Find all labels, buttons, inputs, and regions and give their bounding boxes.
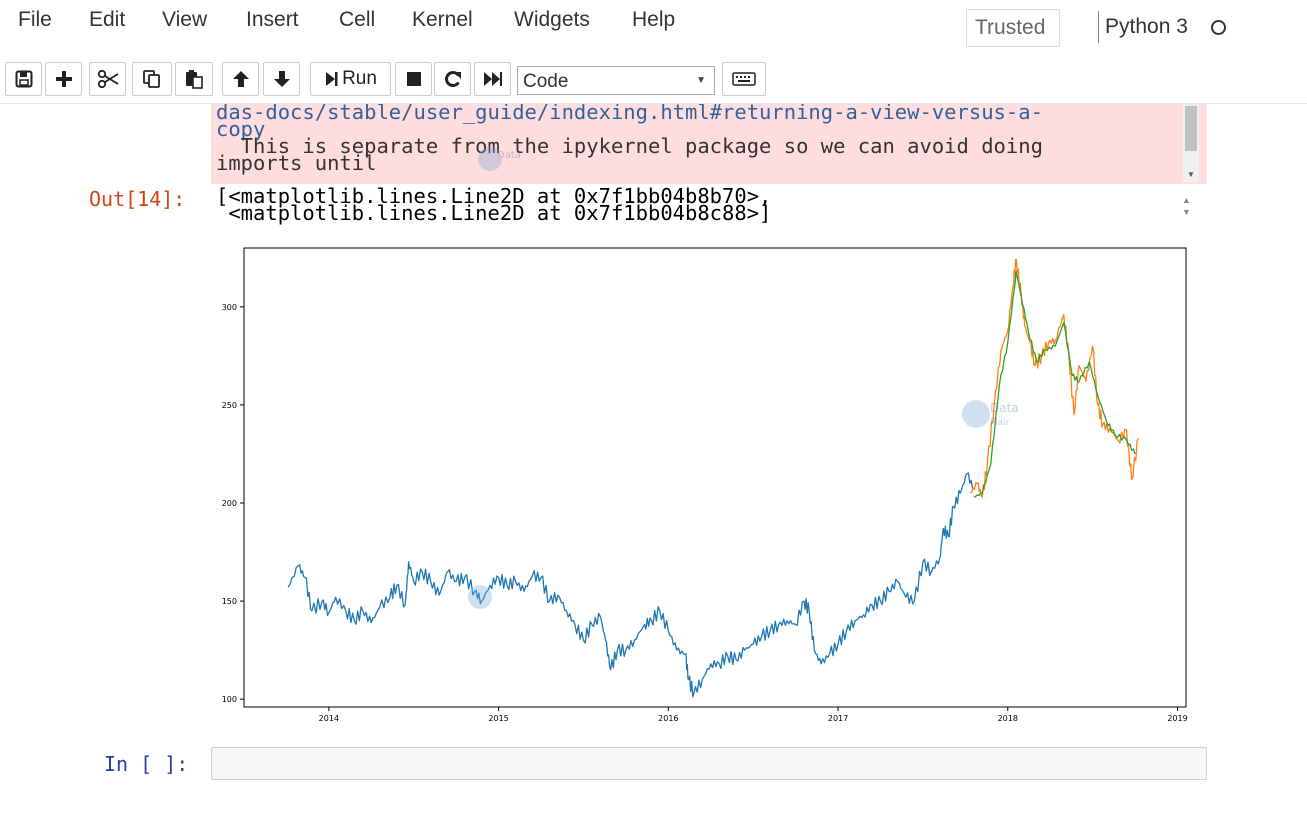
run-button[interactable]: Run (310, 62, 391, 96)
stderr-line-1[interactable]: das-docs/stable/user_guide/indexing.html… (216, 104, 1043, 124)
y-tick-label: 100 (222, 695, 237, 704)
stderr-line-4: imports until (216, 151, 377, 175)
x-tick-label: 2019 (1167, 714, 1187, 723)
restart-button[interactable] (434, 62, 471, 96)
x-axis: 2014 2015 2016 2017 2018 2019 (319, 707, 1188, 723)
menu-file[interactable]: File (18, 8, 52, 31)
copy-icon (143, 70, 160, 88)
keyboard-icon (732, 72, 756, 86)
chevron-down-icon: ▼ (696, 75, 706, 86)
scroll-down-icon[interactable]: ▼ (1187, 170, 1195, 179)
paste-icon (186, 70, 203, 89)
interrupt-button[interactable] (395, 62, 432, 96)
output-scrollbar[interactable]: ▼ (1183, 104, 1199, 182)
restart-icon (444, 71, 461, 87)
scrollbar-thumb[interactable] (1185, 106, 1197, 151)
x-tick-label: 2016 (658, 714, 678, 723)
x-tick-label: 2014 (319, 714, 339, 723)
output-text: [<matplotlib.lines.Line2D at 0x7f1bb04b8… (216, 184, 772, 225)
y-tick-label: 150 (222, 597, 237, 606)
kernel-name[interactable]: Python 3 (1105, 15, 1188, 38)
x-tick-label: 2018 (998, 714, 1018, 723)
line-chart: 100 150 200 250 300 2014 2015 2016 2017 2018 2019 (222, 247, 1188, 723)
output-prompt: Out[14]: (89, 187, 186, 211)
menu-insert[interactable]: Insert (246, 8, 299, 31)
stderr-output: das-docs/stable/user_guide/indexing.html… (211, 104, 1207, 184)
menu-cell[interactable]: Cell (339, 8, 376, 31)
series-line-predicted (969, 259, 1140, 498)
menu-help[interactable]: Help (632, 8, 676, 31)
menu-widgets[interactable]: Widgets (514, 8, 590, 31)
kernel-separator (1098, 11, 1099, 43)
y-tick-label: 250 (222, 401, 237, 410)
stop-icon (406, 72, 421, 86)
code-input[interactable] (211, 747, 1207, 780)
stderr-line-3: This is separate from the ipykernel pack… (216, 134, 1043, 158)
scissors-icon (97, 70, 118, 88)
y-axis: 100 150 200 250 300 (222, 303, 244, 704)
copy-button[interactable] (132, 62, 172, 96)
y-tick-label: 300 (222, 303, 237, 312)
run-label: Run (342, 68, 377, 89)
floppy-disk-icon (15, 70, 32, 88)
stderr-text: das-docs/stable/user_guide/indexing.html… (211, 104, 1207, 175)
insert-cell-button[interactable] (45, 62, 82, 96)
cell-type-value: Code (523, 71, 569, 92)
plot-area (243, 247, 1187, 708)
y-tick-label: 200 (222, 499, 237, 508)
toolbar: Run Code ▼ (0, 54, 1307, 104)
series-line-smoothed (973, 270, 1136, 498)
arrow-up-icon (232, 71, 249, 87)
menu-kernel[interactable]: Kernel (412, 8, 473, 31)
arrow-down-icon (273, 71, 290, 87)
x-tick-label: 2017 (828, 714, 848, 723)
stderr-line-2[interactable]: copy (216, 117, 266, 141)
paste-button[interactable] (175, 62, 213, 96)
fast-forward-icon (483, 72, 502, 86)
cell-type-select[interactable]: Code ▼ (517, 66, 715, 95)
cut-button[interactable] (89, 62, 126, 96)
move-up-button[interactable] (222, 62, 259, 96)
command-palette-button[interactable] (722, 62, 766, 96)
menu-edit[interactable]: Edit (89, 8, 126, 31)
step-forward-icon (326, 72, 338, 86)
menu-view[interactable]: View (162, 8, 208, 31)
input-prompt: In [ ]: (104, 752, 189, 776)
plus-icon (55, 71, 72, 87)
x-tick-label: 2015 (488, 714, 508, 723)
restart-run-all-button[interactable] (474, 62, 511, 96)
move-down-button[interactable] (263, 62, 300, 96)
output-scroll-arrows[interactable]: ▲ ▼ (1182, 195, 1191, 217)
trusted-indicator[interactable]: Trusted (966, 9, 1060, 47)
menubar: File Edit View Insert Cell Kernel Widget… (0, 0, 1307, 50)
series-line-actual (287, 472, 975, 698)
series-group (287, 259, 1140, 698)
kernel-idle-icon (1211, 20, 1226, 35)
save-button[interactable] (5, 62, 42, 96)
